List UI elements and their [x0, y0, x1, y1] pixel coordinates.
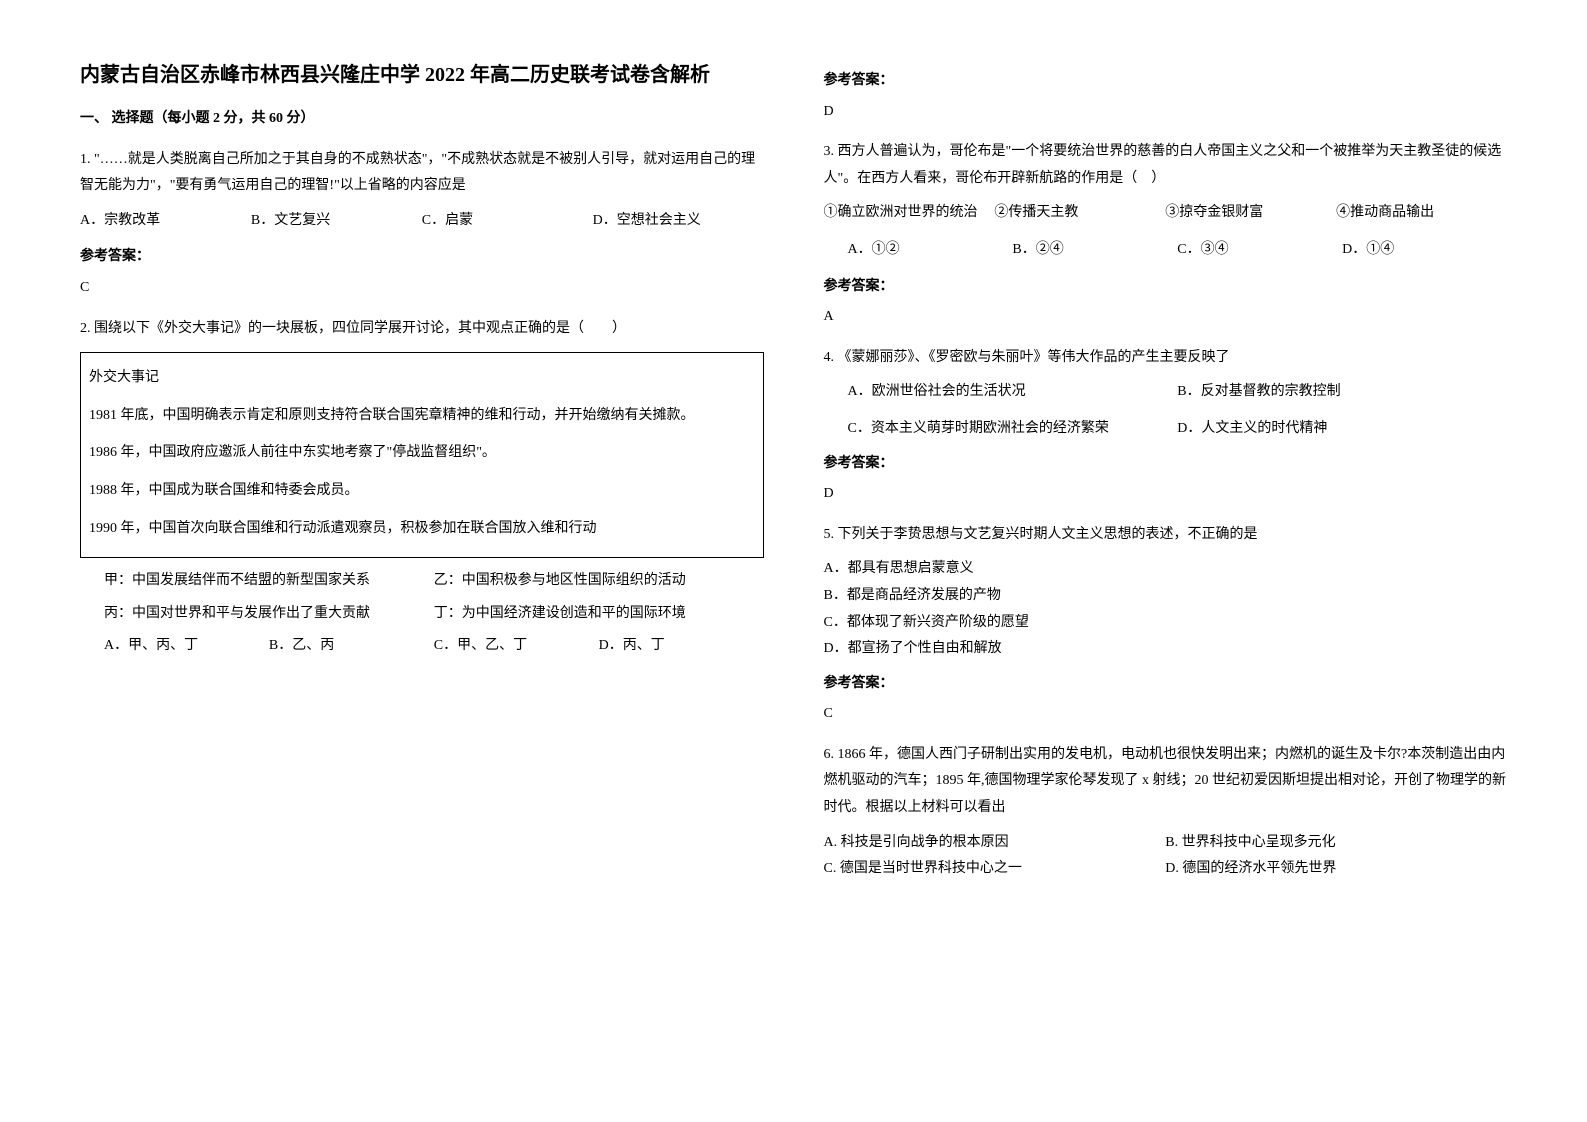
question-text: 6. 1866 年，德国人西门子研制出实用的发电机，电动机也很快发明出来；内燃机… [824, 742, 1508, 822]
option-d: D. 德国的经济水平领先世界 [1165, 856, 1507, 883]
question-2: 2. 围绕以下《外交大事记》的一块展板，四位同学展开讨论，其中观点正确的是（ ）… [80, 316, 764, 660]
option-c: C. 德国是当时世界科技中心之一 [824, 856, 1166, 883]
question-1: 1. "……就是人类脱离自己所加之于其自身的不成熟状态"，"不成熟状态就是不被别… [80, 147, 764, 302]
question-text: 3. 西方人普遍认为，哥伦布是"一个将要统治世界的慈善的白人帝国主义之父和一个被… [824, 139, 1508, 192]
box-item: 1990 年，中国首次向联合国维和行动派遣观察员，积极参加在联合国放入维和行动 [89, 512, 755, 546]
question-text: 5. 下列关于李贽思想与文艺复兴时期人文主义思想的表述，不正确的是 [824, 522, 1508, 549]
stmt-4: 丁：为中国经济建设创造和平的国际环境 [434, 601, 764, 628]
options-row: A．宗教改革 B．文艺复兴 C．启蒙 D．空想社会主义 [80, 208, 764, 235]
question-text: 2. 围绕以下《外交大事记》的一块展板，四位同学展开讨论，其中观点正确的是（ ） [80, 316, 764, 343]
option-c: C．③④ [1177, 237, 1342, 264]
sub-3: ③掠夺金银财富 [1165, 200, 1336, 227]
stmt-1: 甲：中国发展结伴而不结盟的新型国家关系 [104, 568, 434, 595]
statements: 甲：中国发展结伴而不结盟的新型国家关系 乙：中国积极参与地区性国际组织的活动 丙… [80, 568, 764, 627]
option-a: A．宗教改革 [80, 208, 251, 235]
info-box: 外交大事记 1981 年底，中国明确表示肯定和原则支持符合联合国宪章精神的维和行… [80, 352, 764, 558]
question-4: 4. 《蒙娜丽莎》、《罗密欧与朱丽叶》等伟大作品的产生主要反映了 A．欧洲世俗社… [824, 345, 1508, 508]
exam-title: 内蒙古自治区赤峰市林西县兴隆庄中学 2022 年高二历史联考试卷含解析 [80, 60, 764, 90]
option-a: A. 科技是引向战争的根本原因 [824, 830, 1166, 857]
options-row: A．甲、丙、丁 B．乙、丙 C．甲、乙、丁 D．丙、丁 [80, 633, 764, 660]
option-b: B．乙、丙 [269, 633, 434, 660]
answer-value: C [824, 701, 1508, 728]
answer-value: A [824, 304, 1508, 331]
option-b: B．反对基督教的宗教控制 [1177, 379, 1507, 406]
question-text: 4. 《蒙娜丽莎》、《罗密欧与朱丽叶》等伟大作品的产生主要反映了 [824, 345, 1508, 372]
option-d: D．空想社会主义 [593, 208, 764, 235]
answer-label: 参考答案： [824, 274, 1508, 301]
sub-1: ①确立欧洲对世界的统治 [824, 200, 995, 227]
option-b: B．文艺复兴 [251, 208, 422, 235]
answer-label: 参考答案： [824, 451, 1508, 478]
option-a: A．欧洲世俗社会的生活状况 [848, 379, 1178, 406]
box-item: 1981 年底，中国明确表示肯定和原则支持符合联合国宪章精神的维和行动，并开始缴… [89, 399, 755, 433]
answer-value: C [80, 275, 764, 302]
option-a: A．甲、丙、丁 [104, 633, 269, 660]
option-a: A．都具有思想启蒙意义 [824, 556, 1508, 583]
option-c: C．启蒙 [422, 208, 593, 235]
answer-label: 参考答案： [824, 671, 1508, 698]
option-d: D．都宣扬了个性自由和解放 [824, 636, 1508, 663]
option-d: D．丙、丁 [599, 633, 764, 660]
box-title: 外交大事记 [89, 361, 755, 395]
options-block: A．欧洲世俗社会的生活状况 B．反对基督教的宗教控制 C．资本主义萌芽时期欧洲社… [824, 379, 1508, 442]
sub-4: ④推动商品输出 [1336, 200, 1507, 227]
answer-label: 参考答案： [80, 244, 764, 271]
stmt-2: 乙：中国积极参与地区性国际组织的活动 [434, 568, 764, 595]
question-text: 1. "……就是人类脱离自己所加之于其自身的不成熟状态"，"不成熟状态就是不被别… [80, 147, 764, 200]
question-5: 5. 下列关于李贽思想与文艺复兴时期人文主义思想的表述，不正确的是 A．都具有思… [824, 522, 1508, 728]
answer-value: D [824, 99, 1508, 126]
option-c: C．资本主义萌芽时期欧洲社会的经济繁荣 [848, 416, 1178, 443]
option-c: C．甲、乙、丁 [434, 633, 599, 660]
option-d: D．人文主义的时代精神 [1177, 416, 1507, 443]
option-c: C．都体现了新兴资产阶级的愿望 [824, 610, 1508, 637]
option-a: A．①② [848, 237, 1013, 264]
question-3: 3. 西方人普遍认为，哥伦布是"一个将要统治世界的慈善的白人帝国主义之父和一个被… [824, 139, 1508, 331]
box-item: 1986 年，中国政府应邀派人前往中东实地考察了"停战监督组织"。 [89, 436, 755, 470]
option-d: D．①④ [1342, 237, 1507, 264]
sub-2: ②传播天主教 [994, 200, 1165, 227]
answer-label: 参考答案： [824, 68, 1508, 95]
page-container: 内蒙古自治区赤峰市林西县兴隆庄中学 2022 年高二历史联考试卷含解析 一、 选… [80, 60, 1507, 895]
answer-value: D [824, 481, 1508, 508]
right-column: 参考答案： D 3. 西方人普遍认为，哥伦布是"一个将要统治世界的慈善的白人帝国… [824, 60, 1508, 895]
option-b: B．②④ [1012, 237, 1177, 264]
options-row: A．①② B．②④ C．③④ D．①④ [824, 237, 1508, 264]
option-b: B. 世界科技中心呈现多元化 [1165, 830, 1507, 857]
question-6: 6. 1866 年，德国人西门子研制出实用的发电机，电动机也很快发明出来；内燃机… [824, 742, 1508, 883]
box-item: 1988 年，中国成为联合国维和特委会成员。 [89, 474, 755, 508]
option-b: B．都是商品经济发展的产物 [824, 583, 1508, 610]
left-column: 内蒙古自治区赤峰市林西县兴隆庄中学 2022 年高二历史联考试卷含解析 一、 选… [80, 60, 764, 895]
section-heading: 一、 选择题（每小题 2 分，共 60 分） [80, 106, 764, 133]
sub-options: ①确立欧洲对世界的统治 ②传播天主教 ③掠夺金银财富 ④推动商品输出 [824, 200, 1508, 227]
stmt-3: 丙：中国对世界和平与发展作出了重大贡献 [104, 601, 434, 628]
